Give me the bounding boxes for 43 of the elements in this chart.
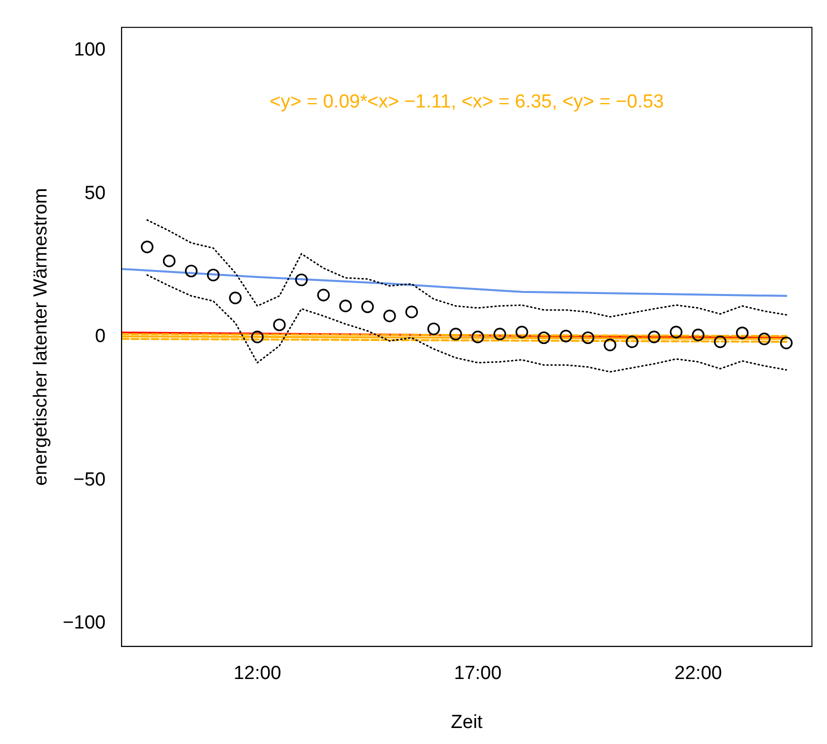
point [339, 300, 352, 312]
annotation: <y> = 0.09*<x> −1.11, <x> = 6.35, <y> = −0.53 [270, 92, 664, 113]
y-tick-label: 100 [74, 40, 106, 61]
point [604, 338, 616, 352]
line-series [146, 274, 788, 373]
x-tick-label: 17:00 [454, 663, 502, 684]
x-tick-label: 22:00 [674, 663, 722, 684]
y-tick-label: −50 [73, 469, 106, 490]
point [162, 254, 176, 268]
point [383, 310, 396, 322]
x-axis-title: Zeit [450, 712, 484, 733]
point [670, 326, 682, 338]
point [714, 335, 727, 348]
point [295, 274, 308, 286]
point [427, 322, 440, 336]
point [229, 292, 242, 304]
point [538, 331, 550, 344]
point [471, 330, 484, 344]
point [582, 331, 594, 344]
point [516, 326, 528, 338]
point [206, 268, 220, 282]
point [140, 240, 154, 254]
point [560, 330, 572, 342]
point [736, 326, 749, 340]
point [780, 336, 793, 350]
y-tick-label: −100 [62, 612, 106, 634]
point [273, 318, 286, 332]
point [692, 328, 704, 342]
y-tick-label: 50 [84, 182, 106, 204]
y-tick-label: 0 [95, 326, 106, 348]
point [626, 335, 638, 348]
y-axis-title: energetischer latenter Wärmestrom [30, 188, 52, 486]
x-tick-label: 12:00 [234, 663, 282, 684]
point [449, 328, 462, 340]
point [758, 332, 771, 346]
point [494, 328, 506, 340]
point [361, 300, 374, 314]
point [317, 288, 330, 302]
point [405, 306, 418, 318]
point [251, 330, 264, 344]
point [648, 330, 660, 344]
line-series [146, 219, 788, 318]
point [184, 264, 198, 278]
